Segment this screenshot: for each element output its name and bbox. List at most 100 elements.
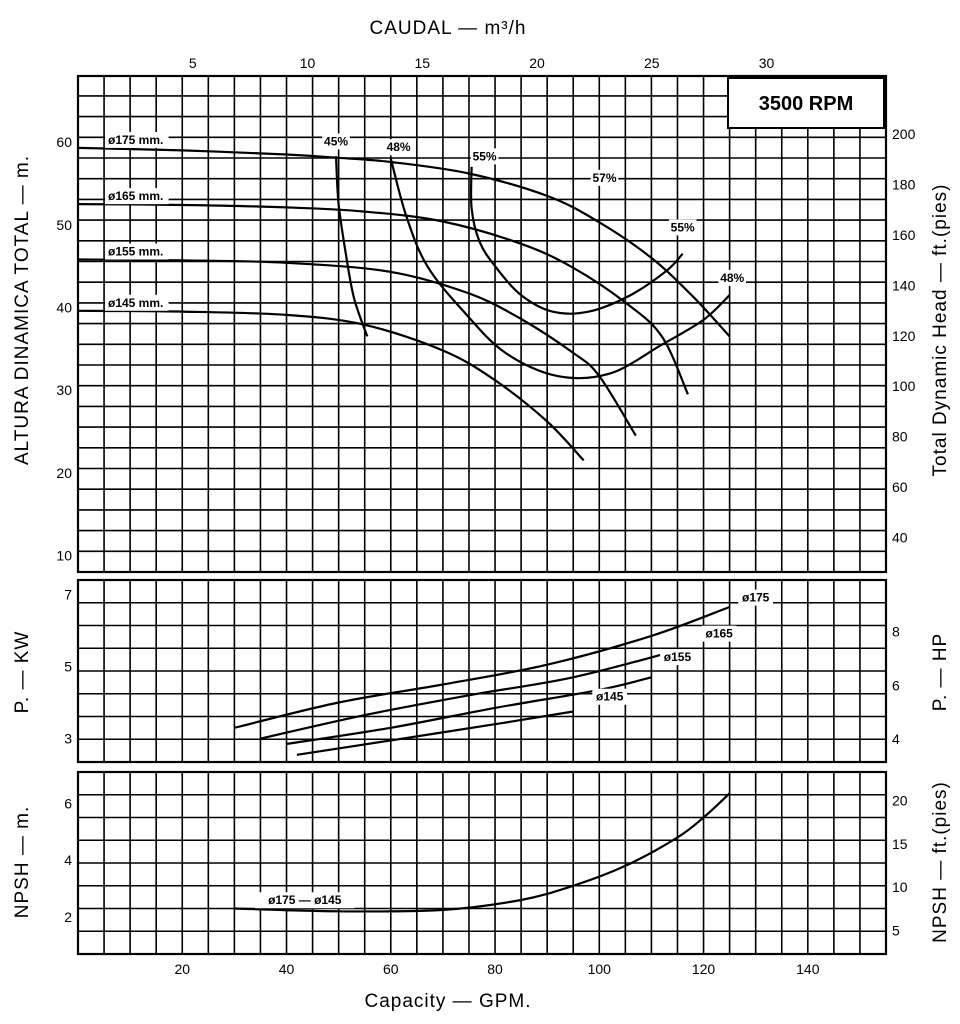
- top-axis-ticks: 5 10 15 20 25 30: [189, 55, 775, 71]
- right-tick-label: 5: [892, 923, 900, 939]
- head-curves: [77, 146, 731, 462]
- left-tick-label: 60: [56, 134, 72, 150]
- curve-label-bg: [322, 133, 350, 150]
- right-tick-label: 20: [892, 793, 908, 809]
- head-panel: 3500 RPM 1020304050604060801001201401601…: [56, 74, 916, 574]
- curve-label-bg: [660, 649, 695, 666]
- head-frame: [76, 74, 888, 574]
- curve-label: ø175 mm.: [108, 133, 163, 147]
- left-tick-label: 6: [64, 795, 72, 811]
- left-tick-label: 20: [56, 465, 72, 481]
- left-tick-label: 4: [64, 852, 72, 868]
- left-tick-label: 5: [64, 658, 72, 674]
- power-panel: 3 5 7 4 6 8 ø175 ø165 ø155 ø145: [64, 578, 900, 764]
- npsh-ylabel-right: NPSH — ft.(pies): [930, 781, 951, 943]
- head-curve-labels: ø175 mm. ø165 mm. ø155 mm. ø145 mm. 45% 48% 55…: [105, 131, 747, 311]
- rpm-label: 3500 RPM: [759, 93, 854, 115]
- curve-label: ø165: [706, 627, 734, 641]
- power-curve-labels: ø175 ø165 ø155 ø145: [592, 589, 774, 705]
- power-curve: [286, 676, 652, 746]
- top-tick-label: 30: [759, 55, 775, 71]
- curve-label-bg: [105, 243, 169, 260]
- curve-label: ø145 mm.: [108, 296, 163, 310]
- right-tick-label: 140: [892, 277, 916, 293]
- bottom-tick-label: 100: [588, 961, 612, 977]
- bottom-axis-label: Capacity — GPM.: [364, 991, 531, 1012]
- curve-label: ø175 — ø145: [268, 893, 342, 907]
- right-tick-label: 40: [892, 529, 908, 545]
- curve-label: 45%: [324, 134, 348, 148]
- head-curve: [77, 203, 689, 395]
- npsh-ylabel-left: NPSH — m.: [12, 806, 33, 918]
- right-tick-label: 180: [892, 177, 916, 193]
- curve-label-bg: [105, 188, 169, 205]
- left-tick-label: 30: [56, 382, 72, 398]
- npsh-frame: [76, 770, 888, 956]
- bottom-tick-label: 80: [487, 961, 503, 977]
- power-ylabel-right: P. — HP: [930, 633, 951, 711]
- bottom-tick-label: 140: [796, 961, 820, 977]
- head-ylabel-right: Total Dynamic Head — ft.(pies): [930, 184, 951, 477]
- efficiency-curve: [389, 158, 731, 380]
- left-tick-label: 3: [64, 731, 72, 747]
- head-ticks: 10 20 30 40 50 60 40 60 80 100 120 140 160 180 200: [56, 126, 915, 563]
- bottom-tick-label: 60: [383, 961, 399, 977]
- power-curve: [234, 605, 730, 729]
- power-frame: [76, 578, 888, 764]
- top-tick-label: 10: [300, 55, 316, 71]
- power-ylabel-left: P. — KW: [12, 631, 33, 714]
- curve-label-bg: [470, 148, 499, 165]
- power-ticks: 3 5 7 4 6 8: [64, 586, 900, 747]
- bottom-tick-label: 20: [174, 961, 190, 977]
- head-grid: [78, 76, 886, 572]
- curve-label: ø175: [742, 591, 770, 605]
- right-tick-label: 8: [892, 624, 900, 640]
- curve-label: 55%: [671, 220, 695, 234]
- left-tick-label: 40: [56, 299, 72, 315]
- curve-label-bg: [718, 269, 747, 286]
- right-tick-label: 120: [892, 328, 916, 344]
- top-axis-label: CAUDAL — m³/h: [370, 18, 527, 39]
- head-curve: [77, 309, 585, 462]
- right-tick-label: 60: [892, 479, 908, 495]
- rpm-box: [727, 77, 885, 129]
- bottom-axis-ticks: 20 40 60 80 100 120 140: [174, 961, 819, 977]
- right-tick-label: 200: [892, 126, 916, 142]
- curve-label: ø155 mm.: [108, 245, 163, 259]
- curve-label-bg: [738, 589, 774, 606]
- curve-label: ø165 mm.: [108, 189, 163, 203]
- npsh-grid: [78, 772, 886, 954]
- npsh-ticks: 2 4 6 5 10 15 20: [64, 793, 908, 939]
- left-tick-label: 7: [64, 586, 72, 602]
- curve-label: ø155: [664, 650, 692, 664]
- curve-label: 48%: [720, 271, 744, 285]
- right-tick-label: 100: [892, 378, 916, 394]
- curve-label-bg: [105, 131, 169, 148]
- head-curve: [77, 146, 731, 338]
- top-tick-label: 5: [189, 55, 197, 71]
- left-tick-label: 50: [56, 217, 72, 233]
- curve-label-bg: [592, 688, 628, 705]
- curve-label: 55%: [473, 149, 497, 163]
- left-tick-label: 2: [64, 909, 72, 925]
- efficiency-curve: [469, 166, 684, 315]
- efficiency-curves: [334, 156, 731, 380]
- top-tick-label: 20: [529, 55, 545, 71]
- power-curve: [260, 649, 678, 740]
- npsh-curve: [234, 792, 731, 913]
- right-tick-label: 80: [892, 429, 908, 445]
- top-tick-label: 15: [414, 55, 430, 71]
- left-tick-label: 10: [56, 547, 72, 563]
- right-tick-label: 6: [892, 677, 900, 693]
- curve-label-bg: [384, 139, 413, 156]
- right-tick-label: 10: [892, 879, 908, 895]
- head-ylabel-left: ALTURA DINAMICA TOTAL — m.: [12, 155, 33, 465]
- bottom-tick-label: 120: [692, 961, 716, 977]
- npsh-curve-labels: ø175 — ø145: [254, 892, 355, 909]
- curve-label-bg: [254, 892, 355, 909]
- npsh-panel: 2 4 6 5 10 15 20 ø175 — ø145: [64, 770, 908, 956]
- efficiency-curve: [334, 156, 369, 337]
- right-tick-label: 15: [892, 836, 908, 852]
- right-tick-label: 160: [892, 227, 916, 243]
